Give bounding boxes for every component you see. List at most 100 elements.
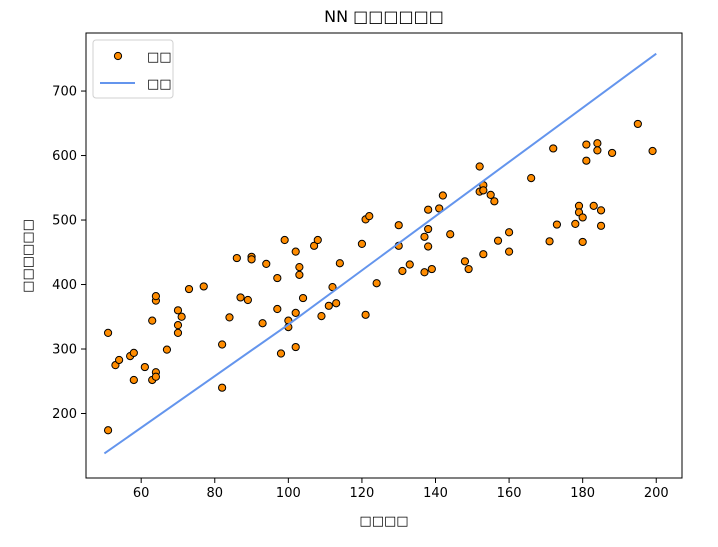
data-point [247,255,256,264]
x-tick-label: 120 [350,486,375,501]
data-point [633,119,642,129]
x-tick-label: 140 [423,486,448,501]
data-point [243,295,252,305]
y-tick-label: 200 [52,407,77,422]
data-point [475,162,484,171]
data-point [151,372,160,381]
data-point [103,328,113,337]
data-point [596,221,606,230]
data-point [232,253,241,263]
data-point [504,247,514,256]
data-point [184,284,194,294]
data-point [295,270,304,279]
data-point [608,148,617,158]
data-point [549,144,558,153]
x-axis-label: □□□□ [359,514,408,529]
x-tick-label: 160 [497,486,522,501]
data-point [328,283,337,292]
data-point [424,242,433,251]
data-point [258,319,267,328]
y-axis-label: □□□□□□ [21,219,36,293]
data-point [398,266,407,276]
data-point [420,268,429,277]
data-point [593,139,602,148]
data-point [151,292,160,301]
axis-ticks: 60 80 100 120 140 160 180 200 200 300 400 500 600 700 [52,85,668,501]
data-point [582,156,591,165]
data-point [424,224,433,234]
data-point [479,250,488,259]
legend-label-scatter: □□ [147,50,172,65]
data-point [589,201,598,210]
x-tick-label: 200 [644,486,669,501]
data-point [596,206,606,215]
plot-area [85,32,683,479]
data-point [446,230,455,239]
x-tick-label: 80 [206,486,223,501]
data-point [527,174,536,183]
data-point [291,308,300,317]
data-point [493,236,503,245]
y-tick-label: 400 [52,278,77,293]
data-point [504,228,514,237]
data-point [332,299,341,308]
y-tick-label: 700 [52,85,77,100]
x-tick-label: 180 [570,486,595,501]
data-point [273,304,282,314]
data-point [310,241,319,250]
y-tick-label: 300 [52,343,77,358]
data-point [405,260,414,269]
data-point [291,247,300,256]
data-point [438,191,447,200]
series-line [103,52,657,455]
data-point [460,257,470,266]
data-point [435,204,444,213]
data-points [103,119,657,435]
data-point [162,345,172,354]
x-tick-label: 100 [276,486,301,501]
data-point [479,186,488,195]
data-point [545,237,554,246]
data-point [427,264,436,274]
data-point [148,316,157,325]
data-point [173,306,183,315]
data-lines [103,52,657,455]
data-point [173,328,183,337]
data-point [236,293,245,302]
data-point [173,321,183,330]
data-point [317,312,326,321]
data-point [291,342,300,352]
data-point [262,259,271,268]
data-point [335,259,344,268]
data-point [486,190,495,199]
y-tick-label: 500 [52,214,77,229]
data-point [357,239,367,248]
data-point [578,213,587,222]
data-point [273,273,282,283]
data-point [199,282,208,291]
chart-title: NN □□□□□□ [324,7,444,26]
data-point [365,212,374,221]
data-point [276,349,286,358]
data-point [280,235,289,245]
data-point [218,340,227,349]
plot-border [85,32,683,479]
data-point [394,221,403,230]
data-point [129,348,138,357]
data-point [313,235,322,245]
data-point [490,197,499,206]
data-point [115,355,124,365]
data-point [177,312,186,321]
data-point [361,310,370,319]
data-point [225,313,234,322]
data-point [372,279,381,288]
data-point [464,264,473,274]
legend: □□ □□ [92,39,174,99]
data-point [218,383,227,392]
data-point [140,362,149,372]
legend-label-line: □□ [147,77,172,92]
data-point [295,263,304,272]
data-point [324,301,333,310]
data-point [103,426,113,435]
